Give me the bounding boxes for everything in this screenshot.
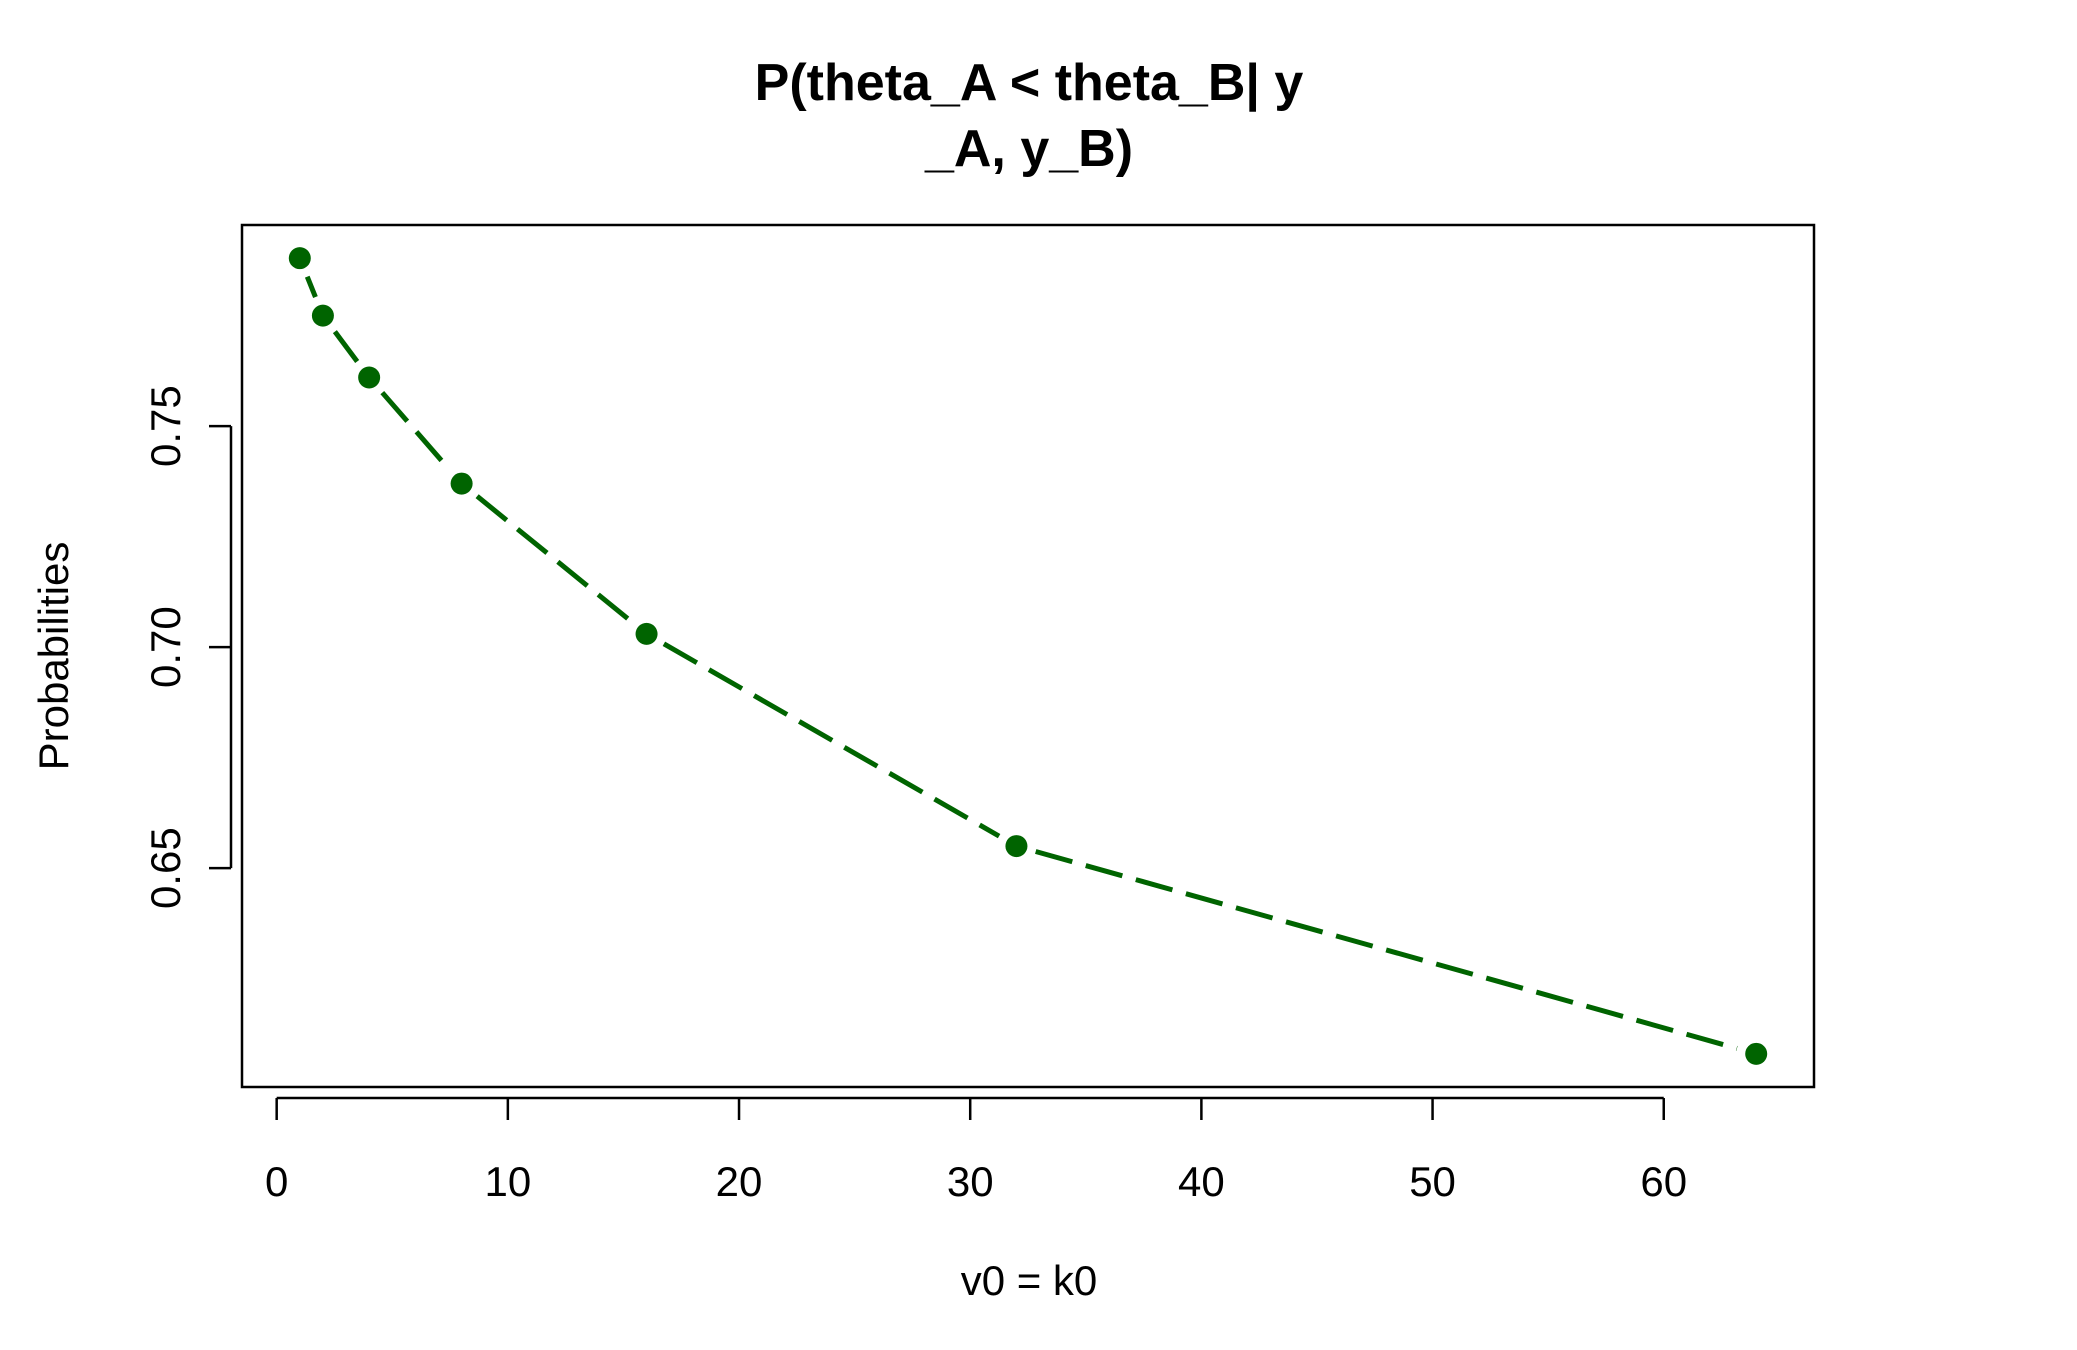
chart-title-line-2: _A, y_B) xyxy=(924,120,1133,178)
chart-title-line-1: P(theta_A < theta_B| y xyxy=(755,54,1304,112)
data-point xyxy=(450,472,473,495)
x-axis-label: v0 = k0 xyxy=(961,1257,1098,1304)
x-tick-label: 40 xyxy=(1178,1158,1225,1205)
series-line-segment xyxy=(304,275,318,298)
x-tick-label: 0 xyxy=(265,1158,288,1205)
y-tick-label: 0.70 xyxy=(142,606,189,688)
data-point xyxy=(358,366,381,389)
x-tick-label: 50 xyxy=(1409,1158,1456,1205)
x-tick-label: 30 xyxy=(947,1158,994,1205)
series-line-segment xyxy=(1035,849,1738,1051)
y-tick-label: 0.75 xyxy=(142,385,189,467)
data-point xyxy=(1745,1042,1768,1065)
x-tick-label: 60 xyxy=(1640,1158,1687,1205)
y-axis-label: Probabilities xyxy=(30,542,77,771)
x-tick-label: 10 xyxy=(484,1158,531,1205)
series-layer xyxy=(288,247,1768,1065)
series-line-segment xyxy=(475,494,633,624)
data-point xyxy=(635,622,658,645)
y-axis: 0.65 0.70 0.75 xyxy=(142,385,233,909)
series-line-segment xyxy=(332,330,360,363)
x-tick-label: 20 xyxy=(716,1158,763,1205)
data-point xyxy=(311,304,334,327)
y-tick-label: 0.65 xyxy=(142,827,189,909)
data-point xyxy=(1005,835,1028,858)
plot-frame xyxy=(240,223,1816,1089)
data-point xyxy=(288,247,311,270)
x-axis: 0 10 20 30 40 50 60 xyxy=(265,1096,1687,1205)
series-line-segment xyxy=(662,641,1001,839)
series-line-segment xyxy=(380,390,451,471)
